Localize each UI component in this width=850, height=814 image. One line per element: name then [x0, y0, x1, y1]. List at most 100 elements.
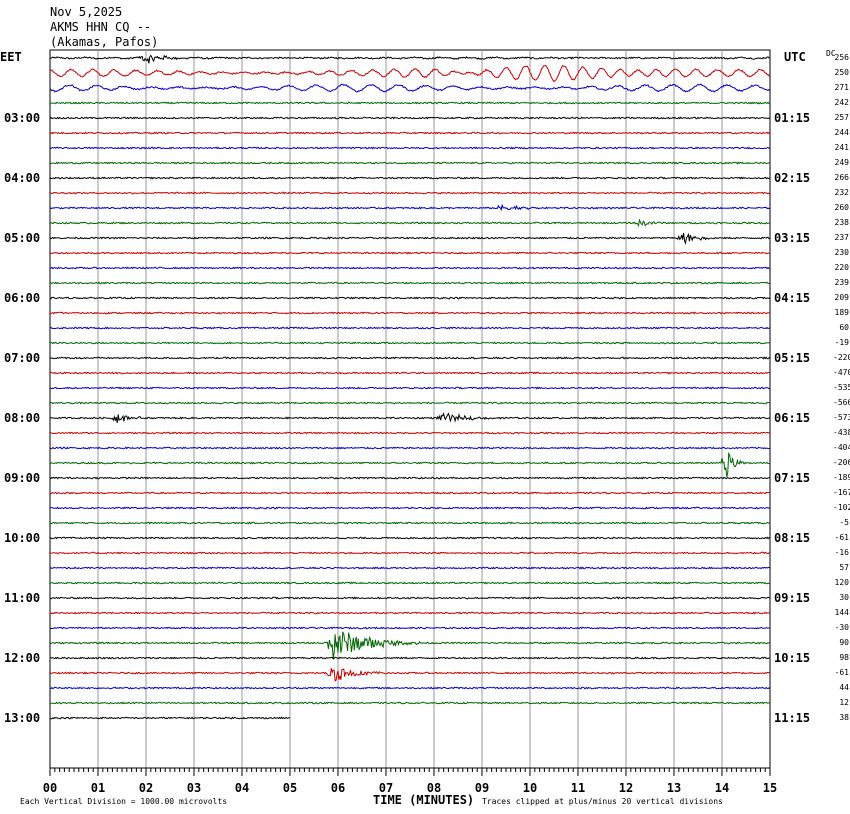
trace-row	[49, 491, 771, 495]
right-hour-label: 04:15	[774, 291, 811, 305]
trace-row	[49, 701, 771, 705]
dc-offset-value: 260	[834, 203, 849, 212]
dc-offset-value: -189	[833, 473, 850, 482]
dc-offset-value: 266	[834, 173, 849, 182]
x-tick-label: 07	[379, 781, 393, 795]
trace-row	[49, 371, 771, 375]
x-tick-label: 03	[187, 781, 201, 795]
dc-offset-value: 238	[834, 218, 849, 227]
dc-offset-value: 220	[834, 263, 849, 272]
x-tick-label: 10	[523, 781, 537, 795]
trace-row	[49, 656, 771, 660]
x-tick-label: 02	[139, 781, 153, 795]
trace-row	[49, 176, 771, 180]
left-axis-label: EET	[0, 50, 22, 64]
dc-offset-value: -61	[834, 533, 849, 542]
dc-offset-value: 239	[834, 278, 849, 287]
trace-row	[49, 668, 771, 682]
dc-offset-value: 250	[834, 68, 849, 77]
trace-row	[49, 626, 771, 630]
trace-row	[50, 716, 291, 720]
dc-offset-value: -16	[834, 548, 849, 557]
dc-offset-value: 30	[839, 593, 849, 602]
trace-row	[49, 204, 771, 212]
dc-offset-value: 271	[834, 83, 849, 92]
dc-offset-value: 256	[834, 53, 849, 62]
left-hour-label: 09:00	[4, 471, 41, 485]
dc-offset-value: -19	[834, 338, 849, 347]
right-hour-label: 01:15	[774, 111, 811, 125]
dc-offset-value: 230	[834, 248, 849, 257]
trace-row	[49, 191, 771, 195]
x-tick-label: 04	[235, 781, 249, 795]
dc-offset-value: 60	[839, 323, 849, 332]
x-tick-label: 12	[619, 781, 633, 795]
trace-row	[49, 266, 770, 270]
trace-row	[49, 686, 771, 690]
dc-offset-value: 44	[839, 683, 849, 692]
x-tick-label: 11	[571, 781, 585, 795]
dc-offset-value: -167	[833, 488, 850, 497]
trace-row	[49, 101, 771, 105]
dc-offset-value: 244	[834, 128, 849, 137]
scale-note: Each Vertical Division = 1000.00 microvo…	[20, 797, 228, 806]
trace-row	[49, 296, 771, 300]
left-hour-label: 04:00	[4, 171, 41, 185]
dc-offset-value: 209	[834, 293, 849, 302]
dc-offset-value: 98	[839, 653, 849, 662]
x-tick-label: 08	[427, 781, 441, 795]
clip-note: Traces clipped at plus/minus 20 vertical…	[482, 797, 723, 806]
dc-offset-value: 90	[839, 638, 849, 647]
dc-offset-value: -404	[833, 443, 850, 452]
trace-row	[49, 131, 771, 135]
trace-row	[49, 64, 771, 83]
right-hour-label: 03:15	[774, 231, 811, 245]
trace-row	[49, 218, 771, 228]
dc-offset-value: -61	[834, 668, 849, 677]
left-hour-label: 08:00	[4, 411, 41, 425]
trace-row	[49, 551, 771, 555]
dc-offset-value: -438	[833, 428, 850, 437]
grid-lines	[49, 49, 771, 769]
x-tick-label: 09	[475, 781, 489, 795]
trace-row	[49, 386, 771, 390]
trace-row	[49, 451, 770, 478]
trace-row	[49, 251, 771, 255]
right-hour-label: 02:15	[774, 171, 811, 185]
trace-group	[49, 54, 771, 720]
header-date: Nov 5,2025	[50, 5, 123, 19]
trace-row	[49, 611, 771, 615]
x-tick-label: 00	[43, 781, 57, 795]
dc-offset-value: 241	[834, 143, 849, 152]
trace-row	[49, 54, 771, 64]
right-hour-label: 10:15	[774, 651, 811, 665]
right-hour-label: 05:15	[774, 351, 811, 365]
x-axis: 00 01 02 03 04 05 06 07 08 09 10 11 12 13 14 15	[43, 767, 777, 795]
trace-row	[49, 326, 771, 330]
trace-row	[49, 83, 771, 93]
trace-row	[49, 476, 771, 480]
trace-row	[49, 566, 771, 570]
left-hour-label: 10:00	[4, 531, 41, 545]
trace-row	[49, 596, 771, 600]
left-hour-label: 12:00	[4, 651, 41, 665]
trace-row	[49, 281, 771, 285]
dc-offset-value: -535	[833, 383, 850, 392]
trace-row	[49, 521, 771, 525]
dc-offset-value: -206	[833, 458, 850, 467]
trace-row	[49, 161, 771, 165]
right-hour-label: 07:15	[774, 471, 811, 485]
dc-offset-value: -30	[834, 623, 849, 632]
trace-row	[49, 431, 771, 435]
trace-row	[50, 506, 771, 510]
left-hour-label: 11:00	[4, 591, 41, 605]
dc-offset-value: 237	[834, 233, 849, 242]
x-tick-label: 14	[715, 781, 729, 795]
header-location: (Akamas, Pafos)	[50, 35, 159, 49]
left-hour-label: 05:00	[4, 231, 41, 245]
left-hour-label: 06:00	[4, 291, 41, 305]
trace-row	[49, 356, 771, 360]
x-tick-label: 06	[331, 781, 345, 795]
right-hour-label: 06:15	[774, 411, 811, 425]
trace-row	[49, 581, 771, 585]
